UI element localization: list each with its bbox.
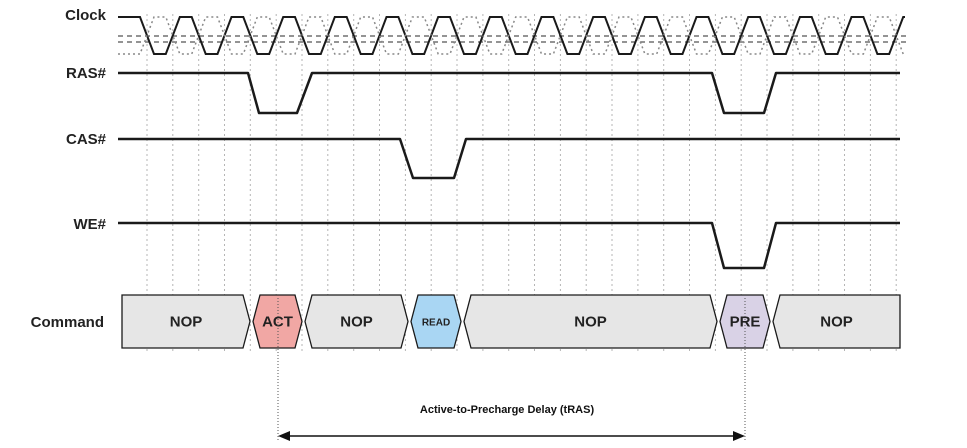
command-cell-read (410, 294, 462, 349)
we-label: WE# (73, 216, 106, 233)
command-bus: NOP ACT NOP READ NOP PRE NOP (121, 294, 901, 349)
command-text-read: READ (422, 318, 450, 329)
command-cell-pre (719, 294, 771, 349)
command-label: Command (31, 314, 104, 331)
we-waveform (118, 221, 900, 270)
ras-label: RAS# (66, 65, 107, 82)
tras-annotation: Active-to-Precharge Delay (tRAS) (277, 298, 746, 441)
cas-waveform (118, 137, 900, 180)
clock-waveform (118, 16, 910, 55)
ras-waveform (118, 71, 900, 115)
command-text-nop: NOP (574, 314, 607, 331)
command-cell-nop (772, 294, 901, 349)
tras-arrowhead-right (733, 431, 745, 441)
command-cell-nop (304, 294, 409, 349)
tras-arrowhead-left (278, 431, 290, 441)
command-cell-nop (121, 294, 251, 349)
command-cell-nop (463, 294, 718, 349)
cas-label: CAS# (66, 131, 107, 148)
tras-label: Active-to-Precharge Delay (tRAS) (420, 404, 595, 416)
command-text-nop: NOP (170, 314, 203, 331)
clock-trace-a (118, 16, 905, 55)
command-cell-act (252, 294, 303, 349)
command-text-nop: NOP (820, 314, 853, 331)
command-text-nop: NOP (340, 314, 373, 331)
clock-label: Clock (65, 7, 107, 24)
